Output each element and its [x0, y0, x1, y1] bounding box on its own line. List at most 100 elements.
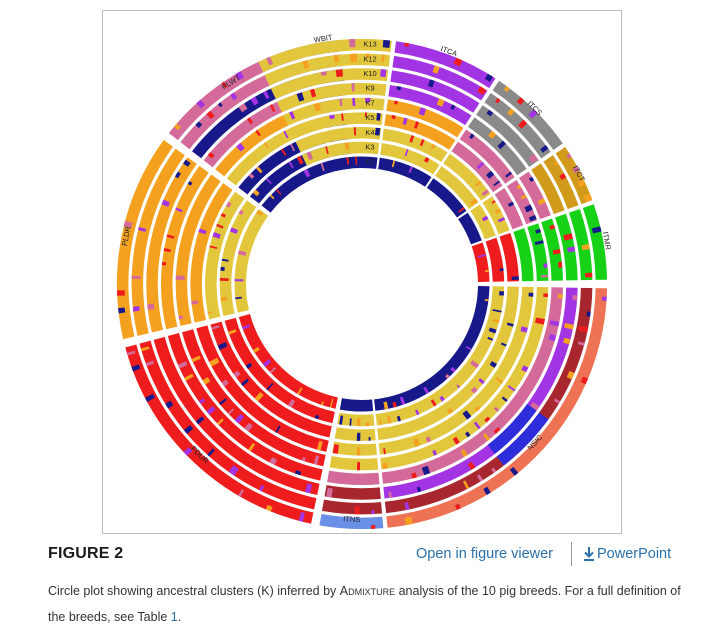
admixture-fleck: [364, 112, 367, 118]
ring-pldr-k5: [190, 183, 233, 323]
admixture-fleck: [375, 127, 381, 136]
admixture-fleck: [221, 258, 229, 262]
admixture-fleck: [314, 414, 320, 420]
ring-itcs-k13: [492, 80, 563, 151]
admixture-fleck: [309, 88, 317, 98]
admixture-fleck: [430, 143, 436, 150]
admixture-fleck: [382, 39, 391, 48]
admixture-fleck: [528, 214, 537, 222]
admixture-fleck: [476, 474, 484, 482]
admixture-fleck: [478, 378, 485, 385]
admixture-fleck: [541, 274, 549, 278]
admixture-fleck: [482, 432, 491, 441]
ring-itct-k12: [543, 155, 579, 210]
admixture-fleck: [209, 357, 220, 367]
open-figure-viewer-link[interactable]: Open in figure viewer: [416, 546, 554, 562]
admixture-fleck: [275, 189, 282, 196]
ring-pldr-k4: [205, 191, 245, 320]
ring-itca-k9: [388, 84, 472, 126]
admixture-fleck: [220, 213, 227, 218]
admixture-fleck: [221, 379, 229, 387]
admixture-fleck: [581, 243, 590, 251]
k-label-k5: K5: [365, 113, 374, 122]
admixture-fleck: [145, 360, 155, 367]
ring-wbit-k3: [301, 141, 380, 166]
admixture-fleck: [391, 160, 396, 168]
admixture-fleck: [356, 432, 361, 441]
ring-itmr-k2: [471, 242, 490, 282]
admixture-fleck: [269, 104, 276, 113]
table-link[interactable]: 1: [170, 610, 178, 624]
k-label-k10: K10: [363, 69, 376, 78]
admixture-fleck: [250, 96, 259, 106]
admixture-fleck: [187, 181, 193, 186]
admixture-fleck: [161, 199, 170, 207]
admixture-fleck: [402, 117, 408, 125]
ring-wbit-k10: [270, 68, 389, 99]
admixture-fleck: [404, 42, 410, 47]
ring-itmr-k4: [499, 232, 519, 282]
admixture-fleck: [534, 240, 544, 246]
admixture-fleck: [132, 306, 140, 312]
admixture-fleck: [557, 261, 563, 268]
admixture-fleck: [230, 92, 238, 101]
admixture-fleck: [399, 396, 406, 405]
link-divider: [571, 542, 572, 566]
admixture-fleck: [329, 398, 334, 408]
admixture-fleck: [238, 103, 248, 113]
admixture-fleck: [379, 418, 382, 426]
admixture-fleck: [266, 56, 274, 66]
admixture-fleck: [349, 53, 358, 62]
admixture-fleck: [492, 309, 502, 313]
admixture-fleck: [436, 98, 445, 107]
admixture-fleck: [288, 161, 294, 169]
ring-itns-k10: [324, 485, 381, 500]
admixture-fleck: [195, 121, 203, 129]
admixture-fleck: [356, 447, 361, 456]
ring-itcs-k7: [459, 129, 515, 184]
admixture-fleck: [509, 466, 519, 476]
admixture-fleck: [477, 86, 487, 96]
ring-itct-k9: [519, 171, 551, 220]
admixture-fleck: [495, 97, 501, 104]
admixture-fleck: [288, 399, 296, 408]
admixture-fleck: [462, 480, 470, 490]
admixture-fleck: [217, 342, 228, 350]
admixture-fleck: [427, 79, 435, 88]
admixture-fleck: [458, 207, 465, 213]
admixture-fleck: [396, 415, 401, 422]
breed-label-itns: ITNS: [343, 514, 360, 524]
admixture-fleck: [543, 293, 549, 298]
ring-itca-k3: [380, 143, 440, 175]
admixture-fleck: [256, 209, 263, 217]
ring-itcs-k10: [476, 105, 539, 167]
admixture-fleck: [212, 232, 221, 239]
admixture-fleck: [505, 171, 513, 178]
admixture-fleck: [175, 207, 183, 213]
breed-label-pldr: PLDR: [120, 225, 133, 247]
admixture-fleck: [207, 448, 215, 457]
nsic-blue-patch: [496, 412, 549, 466]
admixture-fleck: [228, 465, 239, 476]
ring-wbit-k9: [277, 83, 387, 113]
admixture-fleck: [263, 142, 269, 149]
admixture-fleck: [283, 130, 289, 139]
admixture-fleck: [404, 516, 413, 526]
admixture-fleck: [349, 418, 352, 426]
ring-pldr-k10: [146, 157, 197, 333]
admixture-fleck: [351, 83, 355, 92]
caption-text-3: .: [177, 610, 182, 624]
admixture-fleck: [235, 296, 242, 300]
admixture-fleck: [356, 462, 361, 471]
powerpoint-link[interactable]: PowerPoint: [582, 546, 671, 562]
admixture-fleck: [470, 386, 478, 394]
ring-itmr-k10: [555, 213, 578, 281]
admixture-fleck: [520, 194, 527, 200]
ring-nsic-k9: [381, 287, 563, 484]
caption-text-2: analysis of the 10 pig breeds. For a ful…: [48, 584, 681, 624]
admixture-fleck: [396, 86, 402, 91]
admixture-fleck: [325, 146, 329, 155]
admixture-fleck: [501, 396, 508, 402]
admixture-fleck: [198, 228, 207, 235]
ring-itmr-k5: [513, 228, 534, 282]
